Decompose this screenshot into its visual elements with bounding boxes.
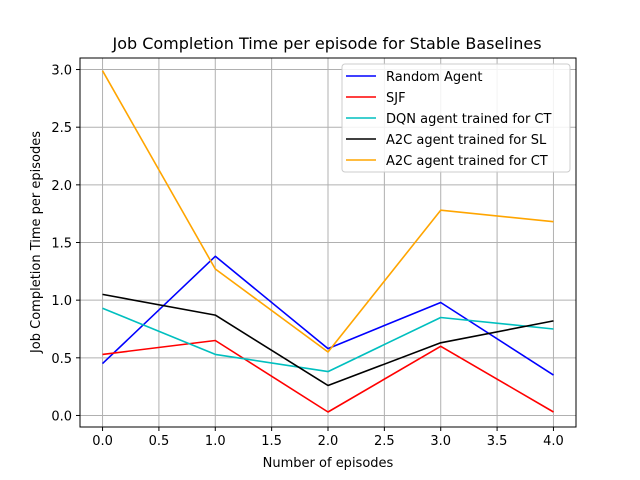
y-axis-title: Job Completion Time per episodes (29, 131, 44, 354)
y-axis: 0.0 0.5 1.0 1.5 2.0 2.5 3.0 (51, 64, 80, 424)
y-tick-label: 1.5 (51, 237, 72, 252)
x-tick-label: 2.0 (318, 434, 339, 449)
series-line-a2c-agent-trained-for-sl (102, 293, 554, 387)
legend-label-sjf: SJF (386, 91, 406, 106)
y-tick-label: 0.5 (51, 352, 72, 367)
y-tick-label: 3.0 (51, 64, 72, 79)
legend: Random Agent SJF DQN agent trained for CT A… (341, 63, 571, 173)
legend-box (341, 63, 571, 173)
series-line-sjf (102, 339, 554, 413)
x-tick-label: 3.0 (430, 434, 451, 449)
series-line-a2c-agent-trained-for-ct (101, 70, 554, 353)
series-layer (101, 70, 554, 413)
x-tick-label: 0.5 (149, 434, 170, 449)
x-axis: 0.0 0.5 1.0 1.5 2.0 2.5 3.0 3.5 4.0 (92, 427, 564, 449)
x-tick-label: 0.0 (92, 434, 113, 449)
legend-label-a2c-agent-trained-for-ct: A2C agent trained for CT (386, 154, 548, 169)
y-tick-label: 2.5 (51, 121, 72, 136)
y-tick-label: 0.0 (51, 409, 72, 424)
x-tick-label: 3.5 (487, 434, 508, 449)
series-line-dqn-agent-trained-for-ct (102, 307, 554, 373)
series-line-random-agent (101, 255, 554, 376)
x-axis-title: Number of episodes (263, 456, 394, 471)
y-tick-label: 1.0 (51, 294, 72, 309)
chart-title: Job Completion Time per episode for Stab… (111, 34, 541, 53)
x-tick-label: 2.5 (374, 434, 395, 449)
legend-label-dqn-agent-trained-for-ct: DQN agent trained for CT (386, 112, 552, 127)
y-tick-label: 2.0 (51, 179, 72, 194)
x-tick-label: 1.5 (261, 434, 282, 449)
legend-label-a2c-agent-trained-for-sl: A2C agent trained for SL (386, 133, 547, 148)
x-tick-label: 1.0 (205, 434, 226, 449)
x-tick-label: 4.0 (543, 434, 564, 449)
legend-label-random-agent: Random Agent (386, 70, 482, 85)
